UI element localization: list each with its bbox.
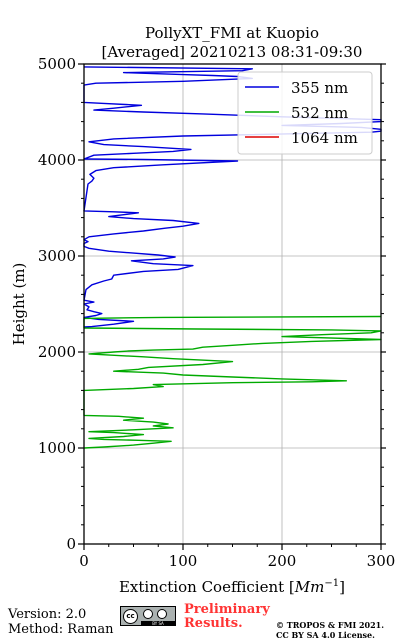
legend: 355 nm 532 nm 1064 nm (237, 71, 373, 155)
cc-license-badge: cc BY SA (120, 606, 176, 626)
x-tick-label: 0 (79, 552, 89, 570)
x-tick-label: 100 (169, 552, 198, 570)
preliminary-notice: Preliminary Results. (184, 602, 270, 631)
y-tick-label: 2000 (38, 343, 76, 361)
legend-box (237, 71, 373, 155)
cc-badge-strip: BY SA (141, 621, 175, 626)
version-label: Version: 2.0 (8, 607, 87, 622)
y-tick-label: 5000 (38, 55, 76, 73)
x-axis-label-unit: Mm (294, 578, 325, 596)
y-axis-label: Height (m) (10, 263, 28, 346)
cc-sa-icon (157, 609, 167, 619)
y-tick-label: 4000 (38, 151, 76, 169)
method-label: Method: Raman (8, 622, 114, 637)
x-axis-label-exponent: −1 (324, 578, 339, 589)
cc-icon: cc (123, 609, 138, 624)
x-axis-label-main: Extinction Coefficient [ (119, 578, 295, 596)
y-tick-label: 3000 (38, 247, 76, 265)
legend-label-355: 355 nm (291, 79, 348, 97)
x-tick-label: 200 (268, 552, 297, 570)
copyright-notice: © TROPOS & FMI 2021. CC BY SA 4.0 Licens… (276, 620, 384, 640)
chart-subtitle: [Averaged] 20210213 08:31-09:30 (102, 43, 363, 61)
y-tick-label: 0 (66, 535, 76, 553)
chart-title: PollyXT_FMI at Kuopio (145, 24, 319, 42)
x-tick-label: 300 (367, 552, 396, 570)
x-axis-label-close: ] (339, 578, 345, 596)
y-tick-label: 1000 (38, 439, 76, 457)
cc-by-icon (143, 609, 153, 619)
legend-label-1064: 1064 nm (291, 129, 358, 147)
x-axis-label: Extinction Coefficient [Mm−1] (119, 578, 345, 596)
legend-label-532: 532 nm (291, 104, 348, 122)
copyright-line-2: CC BY SA 4.0 License. (276, 630, 375, 640)
copyright-line-1: © TROPOS & FMI 2021. (276, 620, 385, 630)
series-line-532-nm (83, 315, 382, 449)
